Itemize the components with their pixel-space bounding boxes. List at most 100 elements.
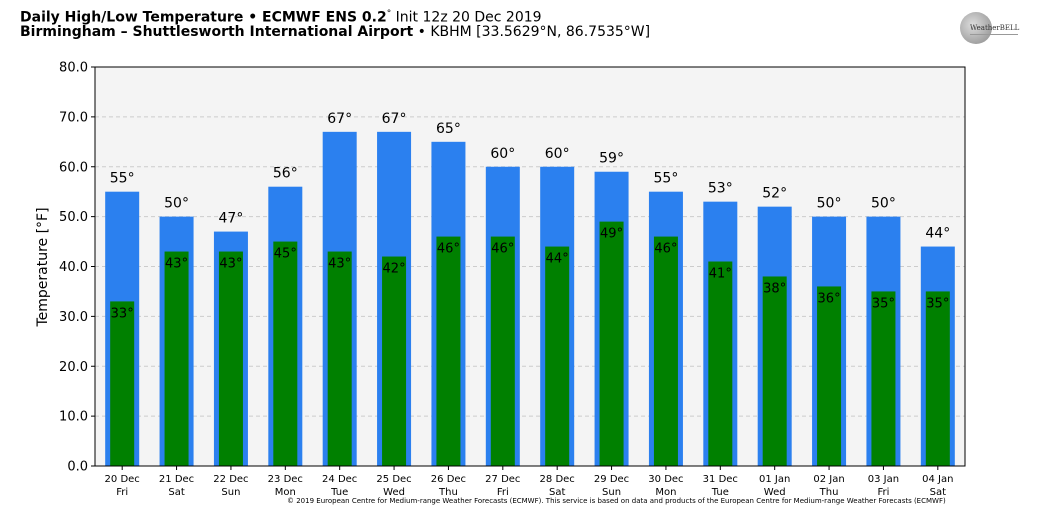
x-tick-date: 03 Jan xyxy=(868,474,899,485)
title-degree: ° xyxy=(386,9,392,19)
bar-labels: 55° 33° 50° 43° 47° 43° 56° 45° 67° 43° 67° 42° 65° 4… xyxy=(110,111,950,322)
high-value-label: 47° xyxy=(219,211,244,227)
y-tick-label: 40.0 xyxy=(59,260,88,275)
y-tick-label: 50.0 xyxy=(59,210,88,225)
x-tick-date: 26 Dec xyxy=(431,474,466,485)
x-tick-date: 01 Jan xyxy=(759,474,790,485)
x-tick-date: 30 Dec xyxy=(648,474,683,485)
logo-text: WeatherBELL xyxy=(970,24,1020,32)
subtitle-coords: • KBHM [33.5629°N, 86.7535°W] xyxy=(413,24,651,40)
x-tick-date: 21 Dec xyxy=(159,474,194,485)
low-value-label: 45° xyxy=(274,247,297,262)
title-model: Daily High/Low Temperature • ECMWF ENS 0… xyxy=(20,9,387,26)
x-tick-weekday: Sun xyxy=(602,487,621,498)
low-bar xyxy=(273,241,298,466)
y-tick-label: 80.0 xyxy=(59,61,88,76)
chart-title: Daily High/Low Temperature • ECMWF ENS 0… xyxy=(20,9,542,26)
logo-globe-icon xyxy=(960,12,992,44)
x-tick-date: 28 Dec xyxy=(540,474,575,485)
low-value-label: 43° xyxy=(219,257,242,272)
low-bar xyxy=(708,261,733,466)
y-tick-label: 60.0 xyxy=(59,160,88,175)
x-tick-weekday: Tue xyxy=(711,487,729,498)
y-tick-label: 30.0 xyxy=(59,310,88,325)
x-tick-date: 04 Jan xyxy=(922,474,953,485)
low-value-label: 38° xyxy=(763,281,786,296)
y-axis: 0.0 10.0 20.0 30.0 40.0 50.0 60.0 70.0 80.0 xyxy=(59,61,95,475)
low-bar xyxy=(110,301,135,466)
high-value-label: 67° xyxy=(382,111,407,127)
low-value-label: 41° xyxy=(709,267,732,282)
x-tick-weekday: Mon xyxy=(655,487,676,498)
x-tick-date: 02 Jan xyxy=(813,474,844,485)
x-tick-date: 20 Dec xyxy=(105,474,140,485)
low-bar xyxy=(925,291,950,466)
title-init: Init 12z 20 Dec 2019 xyxy=(391,9,542,26)
low-value-label: 46° xyxy=(437,242,460,257)
low-bar xyxy=(382,256,407,466)
high-value-label: 50° xyxy=(164,196,189,212)
low-bar xyxy=(653,236,678,466)
x-axis: 20 Dec Fri 21 Dec Sat 22 Dec Sun 23 Dec Mon 24 D… xyxy=(105,466,953,498)
x-tick-weekday: Thu xyxy=(819,487,839,498)
low-value-label: 35° xyxy=(872,296,895,311)
low-value-label: 46° xyxy=(491,242,514,257)
x-tick-date: 24 Dec xyxy=(322,474,357,485)
x-tick-date: 23 Dec xyxy=(268,474,303,485)
y-tick-label: 0.0 xyxy=(67,460,88,475)
low-value-label: 49° xyxy=(600,227,623,242)
low-value-label: 36° xyxy=(818,291,841,306)
high-value-label: 44° xyxy=(925,226,950,242)
low-value-label: 35° xyxy=(926,296,949,311)
high-value-label: 55° xyxy=(110,171,135,187)
low-value-label: 33° xyxy=(111,306,134,321)
logo-underline xyxy=(970,34,1018,35)
high-value-label: 55° xyxy=(654,171,679,187)
low-bar xyxy=(599,221,624,466)
x-tick-weekday: Tue xyxy=(330,487,348,498)
subtitle-location: Birmingham – Shuttlesworth International… xyxy=(20,24,414,40)
x-tick-weekday: Wed xyxy=(764,487,786,498)
x-tick-weekday: Sat xyxy=(168,487,184,498)
x-tick-date: 25 Dec xyxy=(376,474,411,485)
low-bar xyxy=(871,291,896,466)
chart-subtitle: Birmingham – Shuttlesworth International… xyxy=(20,24,650,40)
high-value-label: 60° xyxy=(545,146,570,162)
x-tick-weekday: Wed xyxy=(383,487,405,498)
y-tick-label: 20.0 xyxy=(59,360,88,375)
x-tick-weekday: Sun xyxy=(221,487,240,498)
low-value-label: 46° xyxy=(654,242,677,257)
x-tick-date: 31 Dec xyxy=(703,474,738,485)
x-tick-date: 27 Dec xyxy=(485,474,520,485)
high-value-label: 52° xyxy=(762,186,787,202)
low-value-label: 42° xyxy=(383,262,406,277)
low-value-label: 43° xyxy=(328,257,351,272)
x-tick-weekday: Thu xyxy=(438,487,458,498)
high-value-label: 60° xyxy=(490,146,515,162)
high-value-label: 53° xyxy=(708,181,733,197)
low-value-label: 43° xyxy=(165,257,188,272)
high-value-label: 50° xyxy=(817,196,842,212)
bars xyxy=(105,131,955,467)
low-bar xyxy=(817,286,842,466)
low-bar xyxy=(762,276,787,466)
weatherbell-logo: WeatherBELL xyxy=(956,12,1020,46)
y-axis-label: Temperature [°F] xyxy=(35,207,51,327)
high-value-label: 56° xyxy=(273,166,298,182)
copyright-notice: © 2019 European Centre for Medium-range … xyxy=(287,497,946,505)
low-bar xyxy=(436,236,461,466)
x-tick-date: 22 Dec xyxy=(213,474,248,485)
low-bar xyxy=(490,236,515,466)
low-bar xyxy=(218,251,243,466)
high-value-label: 65° xyxy=(436,121,461,137)
low-value-label: 44° xyxy=(546,252,569,267)
high-value-label: 59° xyxy=(599,151,624,167)
low-bar xyxy=(327,251,352,466)
y-tick-label: 10.0 xyxy=(59,410,88,425)
high-value-label: 50° xyxy=(871,196,896,212)
y-tick-label: 70.0 xyxy=(59,110,88,125)
x-tick-weekday: Fri xyxy=(497,487,509,498)
x-tick-weekday: Fri xyxy=(116,487,128,498)
low-bar xyxy=(545,246,570,466)
